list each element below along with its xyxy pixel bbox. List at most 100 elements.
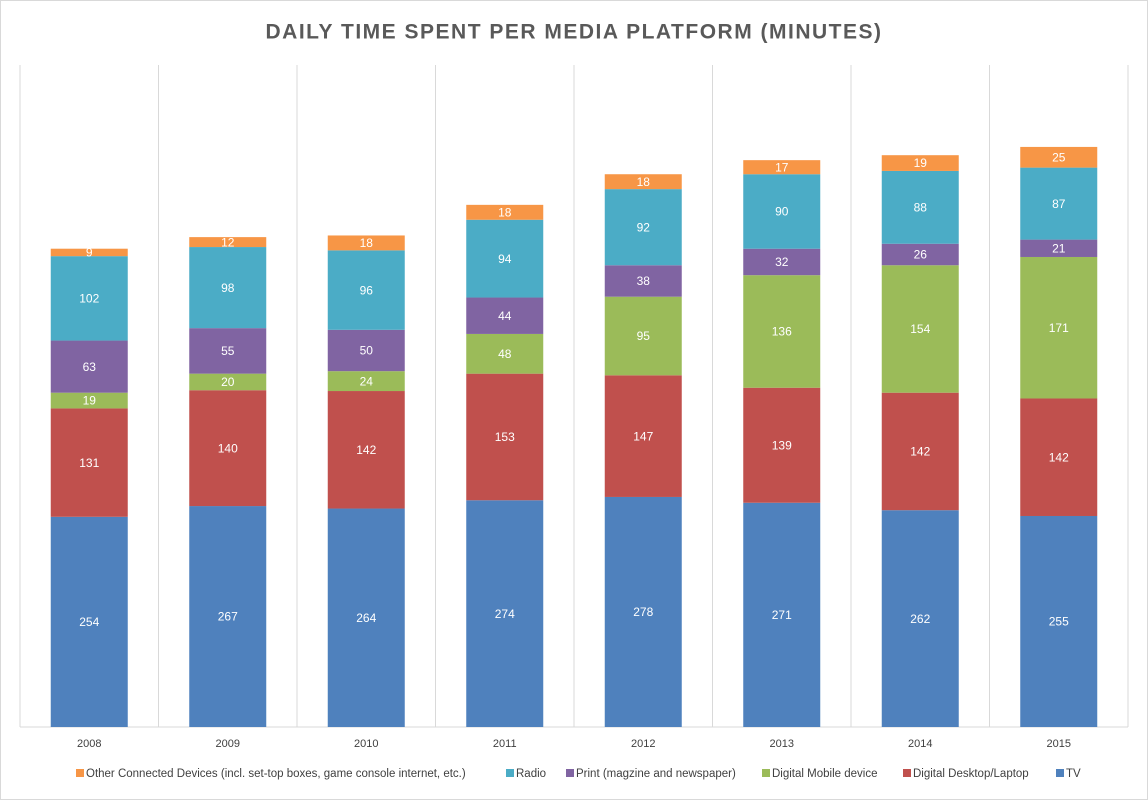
bar-segment	[1020, 256, 1098, 399]
legend-swatch	[762, 769, 770, 777]
legend-label: Other Connected Devices (incl. set-top b…	[86, 768, 466, 780]
bar-segment	[466, 333, 544, 374]
data-label: 94	[498, 252, 512, 266]
bar-segment	[189, 237, 267, 248]
data-label: 142	[1049, 450, 1069, 464]
data-label: 90	[775, 205, 789, 219]
data-label: 142	[356, 443, 376, 457]
bar-segment	[604, 189, 682, 266]
bar-segment	[327, 391, 405, 509]
data-label: 87	[1052, 197, 1066, 211]
bar-segment	[604, 375, 682, 497]
legend-label: Radio	[516, 768, 546, 780]
bar-segment	[466, 204, 544, 220]
bar-segment	[327, 508, 405, 727]
data-label: 264	[356, 611, 376, 625]
legend-label: TV	[1066, 768, 1081, 780]
data-label: 139	[772, 438, 792, 452]
data-label: 9	[86, 246, 93, 260]
data-label: 147	[633, 429, 653, 443]
bar-segment	[189, 373, 267, 391]
x-tick-label: 2011	[493, 738, 517, 750]
data-label: 274	[495, 607, 515, 621]
bar-segment	[604, 296, 682, 376]
legend-label: Digital Mobile device	[772, 768, 877, 780]
data-label: 142	[910, 445, 930, 459]
data-label: 18	[637, 175, 651, 189]
data-label: 171	[1049, 321, 1069, 335]
bar-segment	[1020, 146, 1098, 168]
data-label: 18	[498, 205, 512, 219]
x-tick-label: 2014	[908, 738, 932, 750]
data-label: 267	[218, 610, 238, 624]
data-label: 50	[360, 344, 374, 358]
bar-segment	[189, 247, 267, 329]
x-tick-label: 2013	[770, 738, 794, 750]
legend-swatch	[76, 769, 84, 777]
bar-segment	[881, 510, 959, 727]
data-label: 153	[495, 430, 515, 444]
bar-segment	[1020, 167, 1098, 240]
legend-swatch	[506, 769, 514, 777]
data-label: 254	[79, 615, 99, 629]
data-label: 26	[914, 248, 928, 262]
bar-segment	[327, 371, 405, 392]
bar-segment	[466, 500, 544, 727]
bar-segment	[743, 387, 821, 503]
bar-segment	[50, 256, 128, 341]
data-label: 271	[772, 608, 792, 622]
data-label: 92	[637, 220, 651, 234]
bar-segment	[327, 250, 405, 330]
bar-segment	[189, 328, 267, 374]
bar-segment	[189, 506, 267, 727]
bar-segment	[327, 329, 405, 372]
data-label: 98	[221, 281, 235, 295]
bar-segment	[604, 174, 682, 190]
data-label: 278	[633, 605, 653, 619]
bar-segment	[881, 155, 959, 171]
bar-segment	[466, 219, 544, 298]
x-tick-label: 2012	[631, 738, 655, 750]
bar-segment	[1020, 239, 1098, 257]
data-label: 255	[1049, 615, 1069, 629]
legend-label: Print (magzine and newspaper)	[576, 768, 736, 780]
bar-segment	[50, 392, 128, 409]
data-label: 154	[910, 322, 930, 336]
bar-segment	[50, 408, 128, 517]
data-label: 24	[360, 374, 374, 388]
bar-segment	[743, 174, 821, 249]
data-label: 48	[498, 347, 512, 361]
data-label: 38	[637, 274, 651, 288]
bar-segment	[881, 170, 959, 244]
bar-segment	[50, 516, 128, 727]
bar-segment	[881, 243, 959, 266]
data-label: 262	[910, 612, 930, 626]
data-label: 17	[775, 160, 789, 174]
bar-segment	[327, 235, 405, 251]
bar-segment	[743, 275, 821, 388]
data-label: 12	[221, 235, 235, 249]
data-label: 96	[360, 283, 374, 297]
data-label: 95	[637, 329, 651, 343]
bar-segment	[604, 496, 682, 727]
x-tick-label: 2010	[354, 738, 378, 750]
legend-swatch	[1056, 769, 1064, 777]
data-label: 102	[79, 292, 99, 306]
bar-segment	[604, 265, 682, 297]
data-label: 20	[221, 375, 235, 389]
bar-segment	[50, 248, 128, 257]
bar-segment	[1020, 515, 1098, 727]
data-label: 131	[79, 456, 99, 470]
x-tick-label: 2015	[1047, 738, 1071, 750]
data-label: 55	[221, 344, 235, 358]
data-label: 19	[83, 394, 97, 408]
legend-swatch	[566, 769, 574, 777]
data-label: 140	[218, 441, 238, 455]
bar-segment	[881, 392, 959, 511]
data-label: 44	[498, 309, 512, 323]
x-tick-label: 2009	[216, 738, 240, 750]
data-label: 32	[775, 255, 789, 269]
x-tick-label: 2008	[77, 738, 101, 750]
bar-segment	[743, 502, 821, 727]
